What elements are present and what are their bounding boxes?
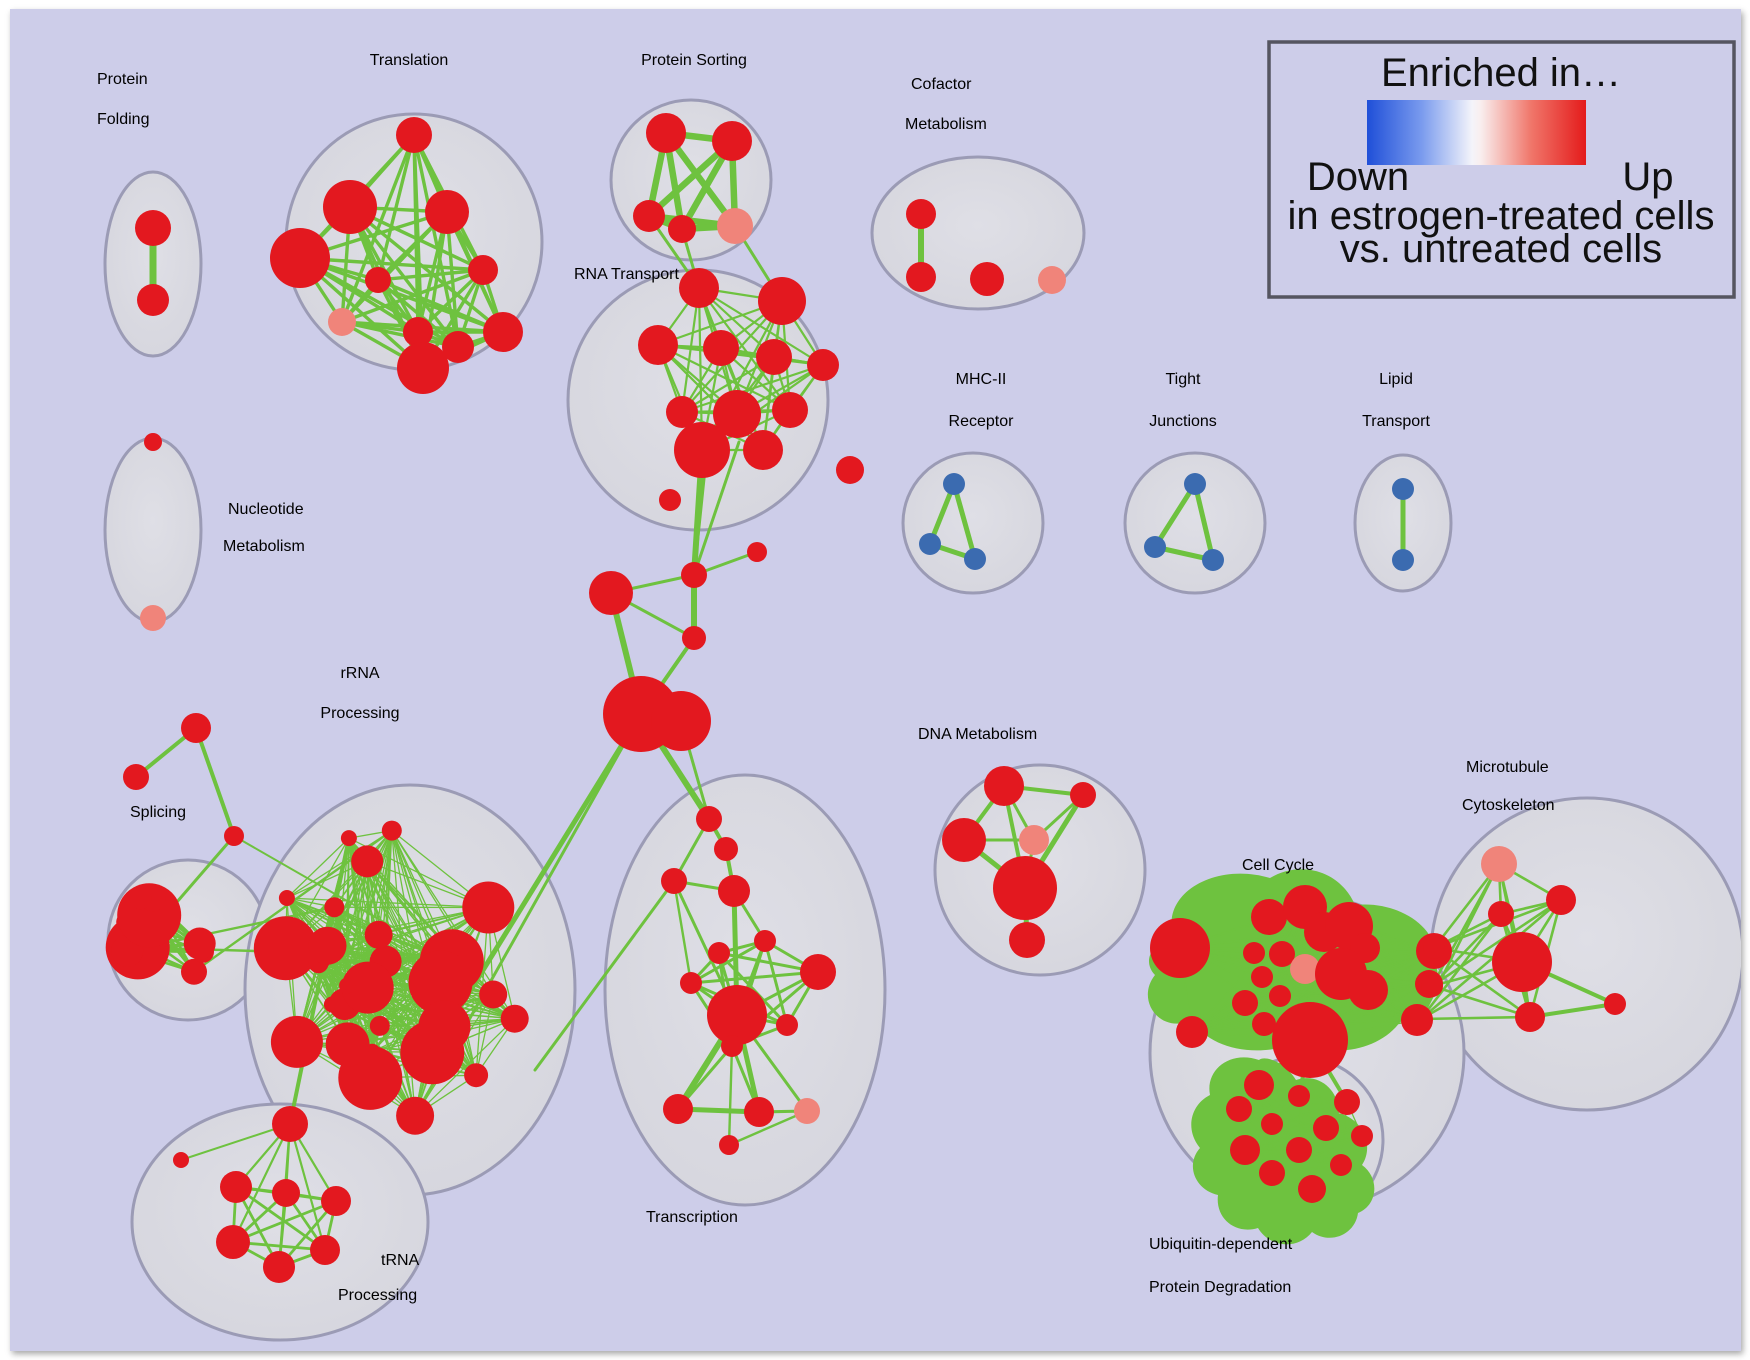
svg-text:Translation: Translation <box>370 52 449 69</box>
svg-text:tRNA: tRNA <box>381 1252 420 1269</box>
svg-text:Transport: Transport <box>1362 413 1430 430</box>
svg-text:Folding: Folding <box>97 111 149 128</box>
svg-text:Metabolism: Metabolism <box>223 538 305 555</box>
svg-text:rRNA: rRNA <box>340 665 379 682</box>
svg-text:Microtubule: Microtubule <box>1466 759 1549 776</box>
svg-text:Protein Degradation: Protein Degradation <box>1149 1279 1291 1296</box>
svg-text:Up: Up <box>1622 155 1673 199</box>
svg-text:RNA Transport: RNA Transport <box>574 266 679 283</box>
svg-text:Receptor: Receptor <box>949 413 1015 430</box>
svg-text:Protein: Protein <box>97 71 148 88</box>
svg-text:Cytoskeleton: Cytoskeleton <box>1462 797 1555 814</box>
svg-text:Junctions: Junctions <box>1149 413 1217 430</box>
svg-text:MHC-II: MHC-II <box>956 371 1007 388</box>
svg-text:Transcription: Transcription <box>646 1209 738 1226</box>
svg-text:Processing: Processing <box>338 1287 417 1304</box>
svg-text:Protein Sorting: Protein Sorting <box>641 52 747 69</box>
svg-text:Ubiquitin-dependent: Ubiquitin-dependent <box>1149 1236 1293 1253</box>
svg-text:Down: Down <box>1307 155 1409 199</box>
svg-text:Cofactor: Cofactor <box>911 76 972 93</box>
svg-text:Processing: Processing <box>320 705 399 722</box>
svg-text:Tight: Tight <box>1166 371 1202 388</box>
svg-text:Nucleotide: Nucleotide <box>228 501 304 518</box>
svg-text:Enriched in…: Enriched in… <box>1381 51 1621 95</box>
svg-text:Lipid: Lipid <box>1379 371 1413 388</box>
svg-text:DNA Metabolism: DNA Metabolism <box>918 726 1037 743</box>
svg-text:Splicing: Splicing <box>130 804 186 821</box>
svg-text:Metabolism: Metabolism <box>905 116 987 133</box>
svg-text:Cell Cycle: Cell Cycle <box>1242 857 1314 874</box>
svg-text:vs. untreated cells: vs. untreated cells <box>1340 227 1662 271</box>
